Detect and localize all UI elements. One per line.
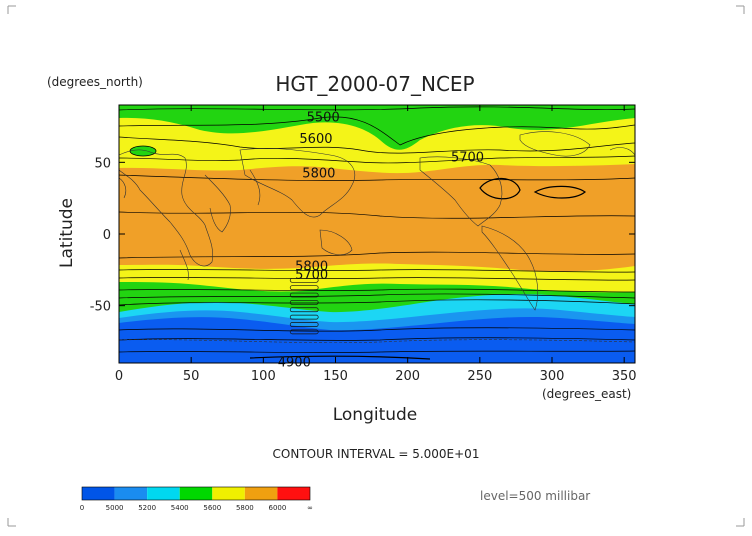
plot-title: HGT_2000-07_NCEP xyxy=(275,72,474,96)
colorbar-segment xyxy=(244,487,278,500)
colorbar: 0 5000 5200 5400 5600 5800 6000 ∞ xyxy=(80,486,313,512)
stacked-label-mark xyxy=(289,329,319,335)
stacked-label-mark xyxy=(289,292,319,298)
colorbar-segment xyxy=(277,487,310,500)
colorbar-label: 5800 xyxy=(236,504,254,512)
x-tick-label: 100 xyxy=(251,369,276,384)
colorbar-label: 5200 xyxy=(138,504,156,512)
x-tick-label: 150 xyxy=(323,369,348,384)
y-units-label: (degrees_north) xyxy=(47,75,143,89)
contour-label: 5700 xyxy=(295,268,328,283)
band-orange xyxy=(119,164,635,272)
y-tick-label: 50 xyxy=(94,156,111,171)
colorbar-segment xyxy=(147,487,180,500)
stacked-label-mark xyxy=(289,322,319,327)
stacked-contour-labels xyxy=(289,277,319,335)
y-axis-label: Latitude xyxy=(57,198,77,268)
y-tick-label: -50 xyxy=(90,300,111,315)
stacked-label-mark xyxy=(289,277,319,283)
level-text: level=500 millibar xyxy=(480,489,590,503)
contour-label: 5500 xyxy=(307,110,340,125)
x-tick-label: 250 xyxy=(467,369,492,384)
contour-interval-text: CONTOUR INTERVAL = 5.000E+01 xyxy=(273,447,480,461)
coastlines xyxy=(118,131,636,344)
x-units-label: (degrees_east) xyxy=(542,387,631,401)
colorbar-segment xyxy=(82,487,115,500)
x-tick-label: 350 xyxy=(612,369,637,384)
colorbar-label: 5400 xyxy=(171,504,189,512)
x-tick-label: 200 xyxy=(395,369,420,384)
y-tick-label: 0 xyxy=(103,228,111,243)
contour-label: 5600 xyxy=(299,132,332,147)
y-axis-ticks: 50 0 -50 xyxy=(90,156,635,315)
contour-label: 5700 xyxy=(451,151,484,166)
x-tick-label: 50 xyxy=(183,369,200,384)
contour-label: 5800 xyxy=(302,166,335,181)
stacked-label-mark xyxy=(289,300,319,305)
x-tick-label: 0 xyxy=(115,369,123,384)
stacked-label-mark xyxy=(289,285,319,291)
colorbar-label: 6000 xyxy=(269,504,287,512)
x-tick-label: 300 xyxy=(540,369,565,384)
colorbar-segment xyxy=(212,487,245,500)
colorbar-label: 5600 xyxy=(203,504,221,512)
stacked-label-mark xyxy=(289,314,319,320)
colorbar-label: 5000 xyxy=(106,504,124,512)
green-island-contour xyxy=(129,145,157,157)
contour-lines xyxy=(118,106,636,360)
stacked-label-mark xyxy=(289,307,319,313)
colorbar-segment xyxy=(114,487,148,500)
colorbar-segment xyxy=(179,487,213,500)
colorbar-label: 0 xyxy=(80,504,84,512)
crop-marks xyxy=(7,5,745,527)
x-axis-ticks: 0 50 100 150 200 250 300 350 xyxy=(115,105,637,384)
x-axis-label: Longitude xyxy=(333,405,418,425)
colorbar-frame xyxy=(81,486,311,501)
contour-label: 5800 xyxy=(295,260,328,275)
colorbar-label: ∞ xyxy=(307,504,313,512)
